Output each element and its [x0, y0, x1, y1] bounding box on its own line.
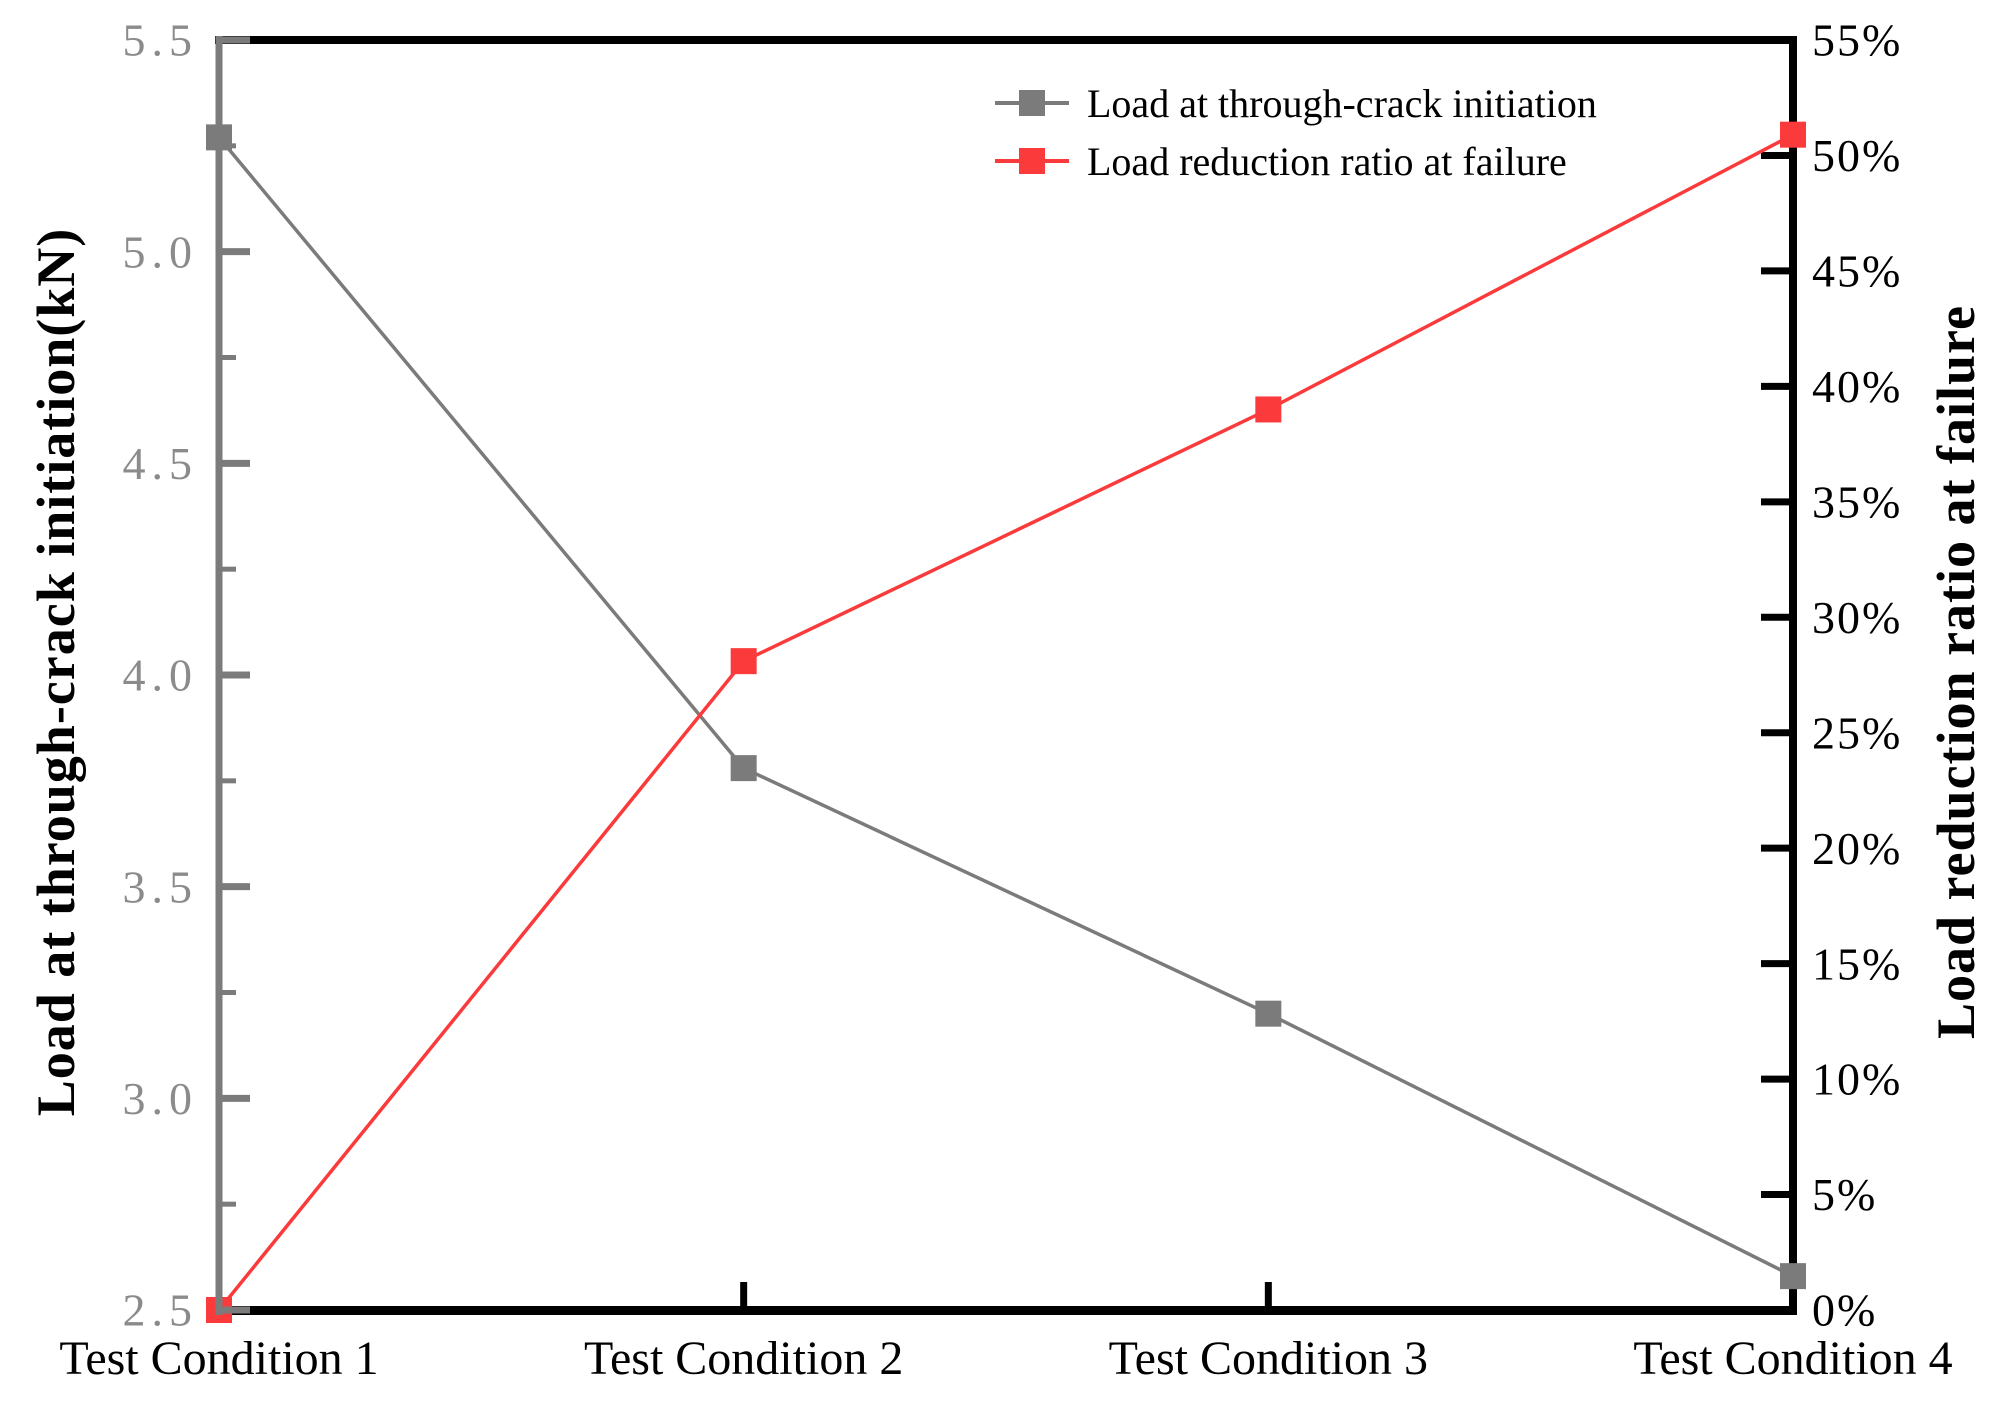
- left-axis-tick-label: 5.0: [123, 226, 199, 277]
- right-spine: [1789, 36, 1797, 1315]
- left-axis-tick-label: 3.5: [123, 861, 199, 912]
- left-axis-tick-label: 4.5: [123, 438, 199, 489]
- x-axis-tick-label: Test Condition 2: [584, 1332, 903, 1385]
- right-axis-tick-label: 10%: [1812, 1054, 1902, 1105]
- data-point-marker: [730, 755, 757, 782]
- right-axis-tick-label: 5%: [1812, 1169, 1877, 1220]
- series-line-1: [217, 133, 1794, 1312]
- right-axis-tick-label: 40%: [1812, 361, 1902, 412]
- x-axis-tick-label: Test Condition 1: [59, 1332, 378, 1385]
- legend-item-load-initiation: Load at through-crack initiation: [995, 74, 1597, 132]
- data-point-marker: [730, 648, 757, 675]
- right-axis-tick-label: 25%: [1812, 707, 1902, 758]
- legend: Load at through-crack initiation Load re…: [995, 74, 1597, 190]
- top-spine: [215, 36, 1797, 44]
- legend-label: Load at through-crack initiation: [1087, 80, 1597, 126]
- right-axis-title: Load reduction ratio at failure: [1926, 305, 1986, 1039]
- right-axis-tick-label: 50%: [1812, 130, 1902, 181]
- legend-marker-gray-square-icon: [995, 90, 1069, 116]
- left-axis-tick-label: 2.5: [123, 1285, 199, 1336]
- left-spine: [215, 36, 223, 1315]
- left-axis-title: Load at through-crack initiation(kN): [26, 227, 86, 1117]
- left-axis-tick-label: 3.0: [123, 1073, 199, 1124]
- right-axis-tick-label: 55%: [1812, 15, 1902, 66]
- right-axis-tick-label: 20%: [1812, 823, 1902, 874]
- left-axis-tick-label: 4.0: [123, 650, 199, 701]
- legend-item-load-reduction: Load reduction ratio at failure: [995, 132, 1597, 190]
- x-axis-tick-label: Test Condition 3: [1109, 1332, 1428, 1385]
- legend-marker-red-square-icon: [995, 148, 1069, 174]
- right-axis-tick-label: 35%: [1812, 476, 1902, 527]
- data-point-marker: [1780, 121, 1806, 148]
- left-axis-tick-label: 5.5: [123, 15, 199, 66]
- series-line-0: [217, 136, 1794, 1278]
- right-axis-tick-label: 30%: [1812, 592, 1902, 643]
- x-axis-tick-label: Test Condition 4: [1633, 1332, 1952, 1385]
- right-axis-tick-label: 45%: [1812, 246, 1902, 297]
- legend-label: Load reduction ratio at failure: [1087, 138, 1567, 184]
- data-point-marker: [1255, 396, 1282, 423]
- bottom-spine: [215, 1306, 1797, 1315]
- right-axis-tick-label: 15%: [1812, 938, 1902, 989]
- data-point-marker: [1255, 1000, 1282, 1027]
- right-axis-tick-label: 0%: [1812, 1285, 1877, 1336]
- data-point-marker: [1780, 1263, 1806, 1290]
